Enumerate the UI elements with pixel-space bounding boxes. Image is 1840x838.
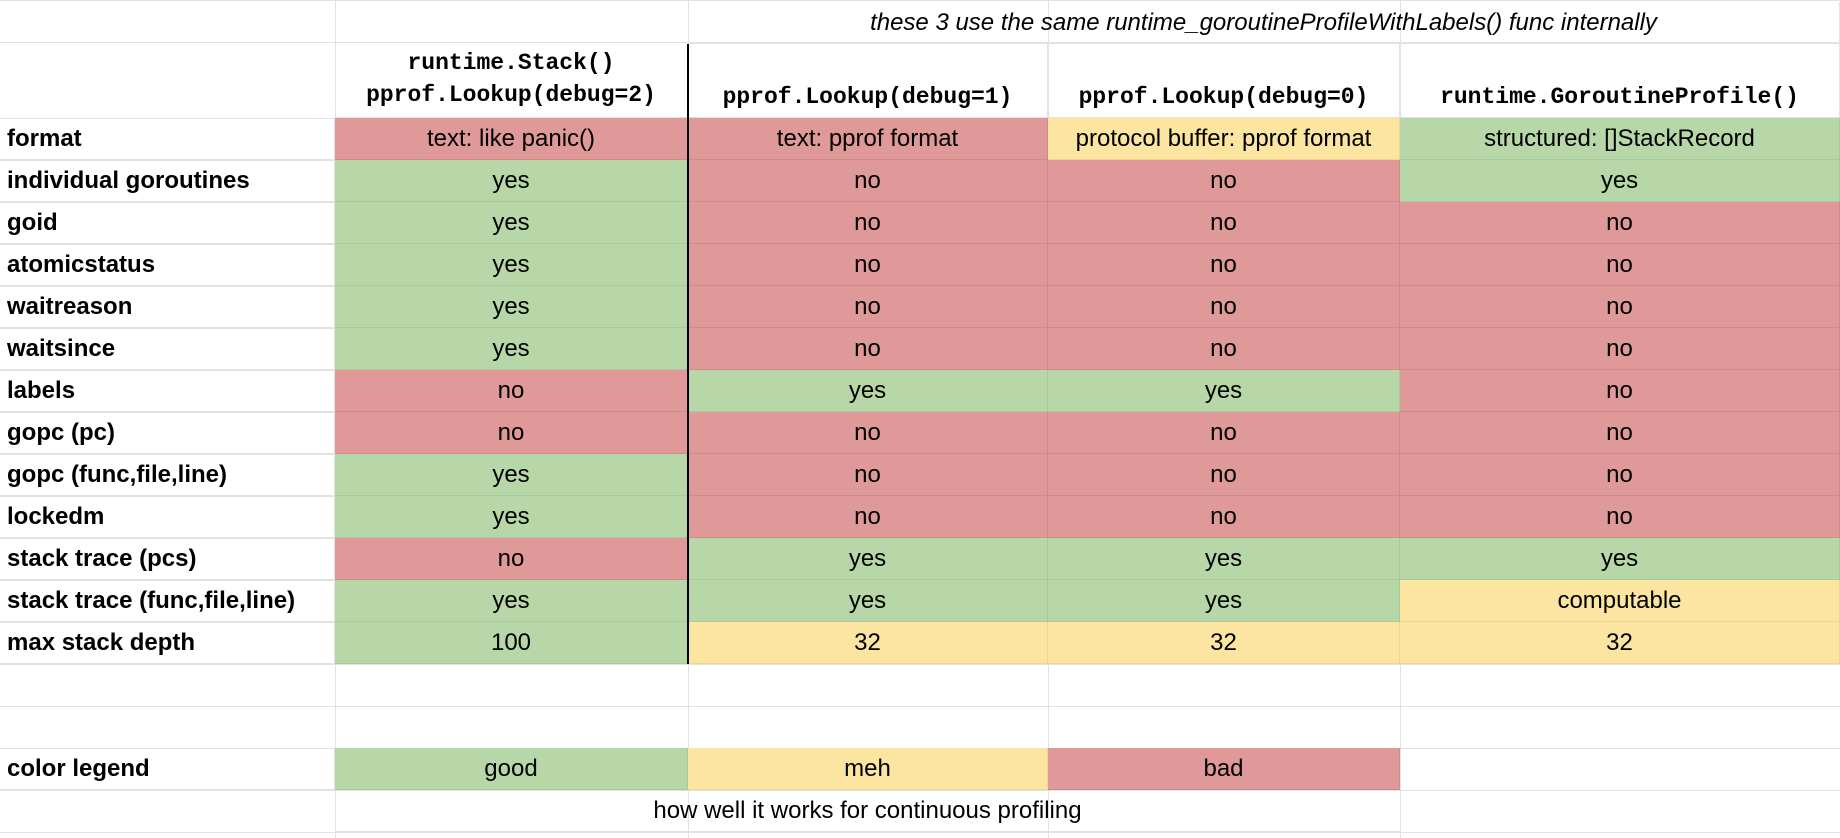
table-cell[interactable]: yes [1048,370,1400,412]
table-cell[interactable]: yes [688,538,1048,580]
table-cell[interactable]: no [335,538,688,580]
table-cell[interactable]: yes [335,580,688,622]
row-label[interactable]: stack trace (func,file,line) [0,580,335,622]
grid-row-line [0,706,1840,707]
grid-row-line [0,42,1840,43]
table-cell[interactable]: yes [1400,538,1840,580]
column-separator [687,44,689,664]
table-cell[interactable]: no [1400,286,1840,328]
table-cell[interactable]: yes [688,580,1048,622]
row-label[interactable]: waitsince [0,328,335,370]
table-cell[interactable]: yes [1048,538,1400,580]
row-label[interactable]: max stack depth [0,622,335,664]
table-cell[interactable]: no [1048,286,1400,328]
table-cell[interactable]: text: pprof format [688,118,1048,160]
table-cell[interactable]: yes [335,454,688,496]
row-label[interactable]: waitreason [0,286,335,328]
table-cell[interactable]: no [1400,454,1840,496]
table-cell[interactable]: yes [335,244,688,286]
table-cell[interactable]: 32 [1048,622,1400,664]
table-cell[interactable]: structured: []StackRecord [1400,118,1840,160]
table-cell[interactable]: yes [1400,160,1840,202]
row-label[interactable]: labels [0,370,335,412]
grid-row-line [0,0,1840,1]
table-cell[interactable]: yes [335,202,688,244]
table-cell[interactable]: yes [335,160,688,202]
table-cell[interactable]: no [1048,328,1400,370]
table-cell[interactable]: text: like panic() [335,118,688,160]
table-cell[interactable]: yes [1048,580,1400,622]
legend-swatch-meh[interactable]: meh [688,748,1048,790]
table-cell[interactable]: yes [335,496,688,538]
table-cell[interactable]: computable [1400,580,1840,622]
row-label[interactable]: goid [0,202,335,244]
table-cell[interactable]: no [1048,244,1400,286]
table-cell[interactable]: protocol buffer: pprof format [1048,118,1400,160]
table-cell[interactable]: no [1400,370,1840,412]
row-label[interactable]: format [0,118,335,160]
legend-caption[interactable]: how well it works for continuous profili… [335,790,1400,832]
column-header[interactable]: runtime.Stack() pprof.Lookup(debug=2) [335,44,688,118]
table-cell[interactable]: no [688,202,1048,244]
column-header-line2: pprof.Lookup(debug=0) [1078,84,1369,110]
table-cell[interactable]: no [1400,202,1840,244]
column-header-line2: pprof.Lookup(debug=1) [722,84,1013,110]
table-cell[interactable]: no [1400,244,1840,286]
grid-row-line [0,664,1840,665]
row-label[interactable]: stack trace (pcs) [0,538,335,580]
row-label[interactable]: gopc (pc) [0,412,335,454]
column-header[interactable]: pprof.Lookup(debug=1) [688,44,1048,118]
table-cell[interactable]: no [1048,160,1400,202]
column-header-line2: runtime.GoroutineProfile() [1440,84,1799,110]
row-label[interactable]: atomicstatus [0,244,335,286]
table-cell[interactable]: no [688,412,1048,454]
table-cell[interactable]: no [688,286,1048,328]
legend-swatch-bad[interactable]: bad [1048,748,1400,790]
row-label[interactable]: gopc (func,file,line) [0,454,335,496]
grid-row-line [0,790,1840,791]
row-label[interactable]: individual goroutines [0,160,335,202]
table-cell[interactable]: no [335,370,688,412]
table-cell[interactable]: 32 [1400,622,1840,664]
legend-label[interactable]: color legend [0,748,335,790]
legend-swatch-good[interactable]: good [335,748,688,790]
table-cell[interactable]: no [688,454,1048,496]
table-cell[interactable]: yes [335,286,688,328]
column-header[interactable]: runtime.GoroutineProfile() [1400,44,1840,118]
table-cell[interactable]: yes [335,328,688,370]
column-header[interactable]: pprof.Lookup(debug=0) [1048,44,1400,118]
table-cell[interactable]: no [688,160,1048,202]
table-cell[interactable]: no [1048,454,1400,496]
table-cell[interactable]: no [688,328,1048,370]
table-cell[interactable]: no [1400,496,1840,538]
table-cell[interactable]: no [688,244,1048,286]
table-cell[interactable]: no [1048,496,1400,538]
row-label[interactable]: lockedm [0,496,335,538]
table-cell[interactable]: no [1048,412,1400,454]
grid-row-line [0,832,1840,833]
table-cell[interactable]: no [688,496,1048,538]
column-header-line1: runtime.Stack() [407,49,615,76]
table-cell[interactable]: no [1400,328,1840,370]
table-cell[interactable]: no [1048,202,1400,244]
table-cell[interactable]: 100 [335,622,688,664]
column-header-line2: pprof.Lookup(debug=2) [366,81,656,108]
table-cell[interactable]: yes [688,370,1048,412]
table-cell[interactable]: no [1400,412,1840,454]
table-cell[interactable]: 32 [688,622,1048,664]
table-cell[interactable]: no [335,412,688,454]
note-header[interactable]: these 3 use the same runtime_goroutinePr… [688,2,1840,44]
